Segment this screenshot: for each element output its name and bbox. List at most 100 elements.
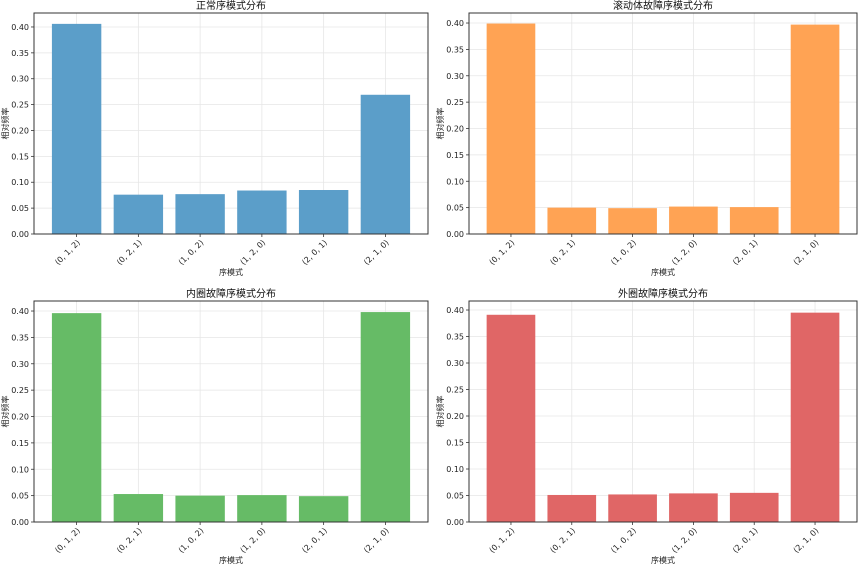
axes-frame	[33, 12, 429, 235]
bar	[547, 494, 597, 522]
x-tick-label: (2, 0, 1)	[300, 238, 329, 267]
bar	[360, 312, 411, 522]
y-tick-label: 0.25	[446, 386, 464, 395]
y-tick-label: 0.35	[11, 49, 29, 58]
y-tick-label: 0.05	[446, 492, 464, 501]
bar	[608, 494, 657, 522]
x-axis-label: 序模式	[219, 555, 243, 565]
bar	[175, 495, 225, 522]
y-tick-label: 0.15	[11, 152, 29, 161]
y-axis-label: 相对频率	[435, 108, 445, 140]
y-tick-label: 0.30	[446, 72, 464, 81]
y-tick-label: 0.25	[446, 98, 464, 107]
y-tick-label: 0.15	[11, 439, 29, 448]
y-tick-label: 0.30	[446, 359, 464, 368]
y-tick-label: 0.30	[11, 75, 29, 84]
x-tick-label: (2, 0, 1)	[731, 526, 760, 555]
bar	[51, 23, 102, 235]
x-axis-label: 序模式	[651, 555, 675, 565]
x-tick-label: (1, 2, 0)	[239, 526, 268, 555]
x-tick-label: (2, 0, 1)	[731, 238, 760, 267]
x-tick-label: (0, 2, 1)	[548, 238, 577, 267]
y-tick-label: 0.05	[11, 204, 29, 213]
chart-title: 正常序模式分布	[196, 0, 266, 12]
bar	[486, 23, 536, 235]
bar	[547, 207, 597, 234]
y-tick-label: 0.00	[446, 518, 464, 527]
x-tick-label: (2, 1, 0)	[792, 526, 821, 555]
bar	[360, 94, 411, 234]
bar	[175, 194, 225, 234]
y-tick-label: 0.35	[11, 333, 29, 342]
axes-frame	[468, 12, 858, 235]
x-tick-label: (2, 0, 1)	[300, 526, 329, 555]
y-tick-label: 0.40	[446, 306, 464, 315]
bar	[729, 492, 779, 522]
bar	[298, 190, 349, 234]
y-tick-label: 0.10	[446, 177, 464, 186]
y-tick-label: 0.30	[11, 360, 29, 369]
y-tick-label: 0.10	[11, 465, 29, 474]
bar	[51, 313, 102, 522]
x-tick-label: (0, 1, 2)	[488, 238, 517, 267]
chart-title: 滚动体故障序模式分布	[613, 0, 713, 12]
y-axis-label: 相对频率	[435, 396, 445, 428]
chart-title: 外圈故障序模式分布	[618, 287, 708, 300]
y-tick-label: 0.00	[11, 230, 29, 239]
y-tick-label: 0.20	[446, 412, 464, 421]
x-tick-label: (2, 1, 0)	[362, 526, 391, 555]
y-axis-label: 相对频率	[0, 108, 10, 140]
y-tick-label: 0.20	[11, 413, 29, 422]
x-tick-label: (0, 1, 2)	[488, 526, 517, 555]
x-tick-label: (0, 2, 1)	[115, 526, 144, 555]
chart-panel: 0.00 0.05 0.10 0.15 0.20 0.25 0.30 0.35 0.40 (0, …	[435, 0, 858, 277]
y-tick-label: 0.25	[11, 386, 29, 395]
x-tick-label: (1, 2, 0)	[239, 238, 268, 267]
x-axis-label: 序模式	[651, 267, 675, 277]
y-tick-label: 0.25	[11, 101, 29, 110]
x-tick-label: (1, 0, 2)	[609, 526, 638, 555]
bar	[298, 496, 349, 522]
bar	[113, 494, 164, 522]
y-tick-label: 0.40	[446, 19, 464, 28]
bar	[790, 24, 840, 234]
axes-frame	[468, 300, 858, 523]
x-tick-label: (1, 2, 0)	[670, 526, 699, 555]
bar	[113, 194, 164, 234]
x-tick-label: (1, 0, 2)	[177, 526, 206, 555]
chart-panel: 0.00 0.05 0.10 0.15 0.20 0.25 0.30 0.35 0.40 (0, …	[435, 287, 858, 565]
y-tick-label: 0.15	[446, 439, 464, 448]
y-tick-label: 0.10	[11, 178, 29, 187]
x-tick-label: (0, 1, 2)	[53, 238, 82, 267]
y-tick-label: 0.00	[446, 230, 464, 239]
bar	[669, 206, 718, 234]
y-axis-label: 相对频率	[0, 396, 10, 428]
y-tick-label: 0.20	[11, 126, 29, 135]
y-tick-label: 0.35	[446, 45, 464, 54]
y-tick-label: 0.15	[446, 151, 464, 160]
chart-title: 内圈故障序模式分布	[186, 287, 276, 300]
y-tick-label: 0.05	[446, 204, 464, 213]
x-axis-label: 序模式	[219, 267, 243, 277]
x-tick-label: (2, 1, 0)	[362, 238, 391, 267]
y-tick-label: 0.40	[11, 23, 29, 32]
y-tick-label: 0.40	[11, 307, 29, 316]
x-tick-label: (2, 1, 0)	[792, 238, 821, 267]
bar	[237, 495, 287, 522]
axes-frame	[33, 300, 429, 523]
bar	[608, 208, 657, 234]
y-tick-label: 0.00	[11, 518, 29, 527]
x-tick-label: (0, 2, 1)	[548, 526, 577, 555]
chart-panel: 0.00 0.05 0.10 0.15 0.20 0.25 0.30 0.35 0.40 (0, …	[0, 287, 429, 565]
y-tick-label: 0.35	[446, 333, 464, 342]
x-tick-label: (0, 1, 2)	[53, 526, 82, 555]
x-tick-label: (1, 0, 2)	[609, 238, 638, 267]
y-tick-label: 0.20	[446, 125, 464, 134]
bar	[729, 207, 779, 234]
bar	[237, 190, 287, 234]
x-tick-label: (1, 0, 2)	[177, 238, 206, 267]
x-tick-label: (0, 2, 1)	[115, 238, 144, 267]
bar	[669, 493, 718, 522]
x-tick-label: (1, 2, 0)	[670, 238, 699, 267]
